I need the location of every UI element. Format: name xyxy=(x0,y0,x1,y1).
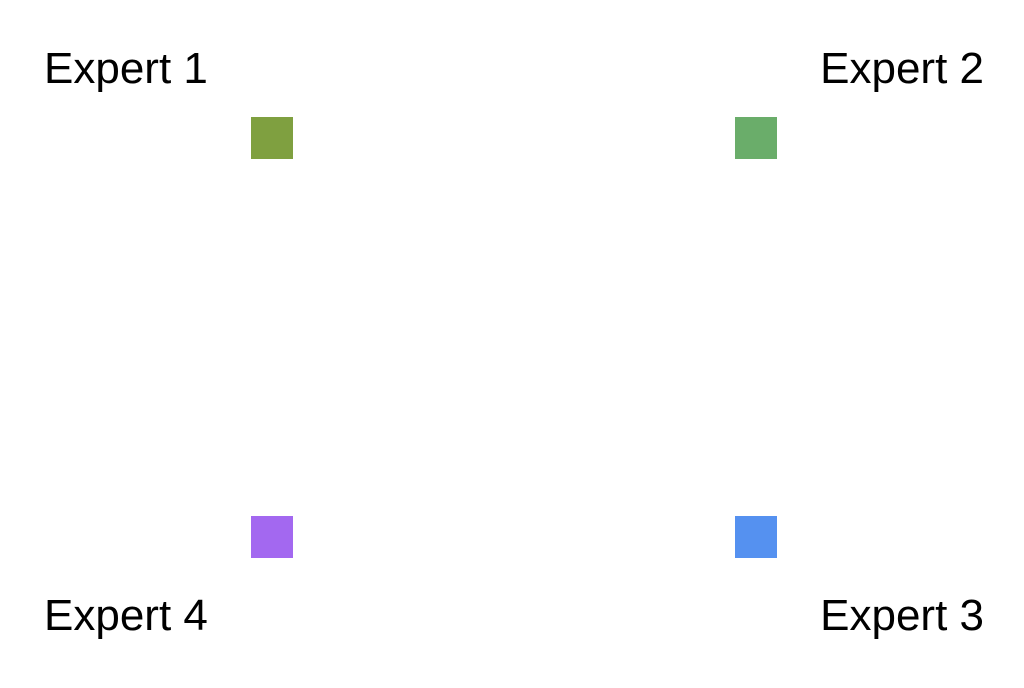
expert-3-marker xyxy=(735,516,777,558)
expert-4-label: Expert 4 xyxy=(44,591,208,640)
expert-4-marker xyxy=(251,516,293,558)
expert-1-marker xyxy=(251,117,293,159)
expert-2-label: Expert 2 xyxy=(820,44,984,93)
expert-3-label: Expert 3 xyxy=(820,591,984,640)
expert-1-label: Expert 1 xyxy=(44,44,208,93)
expert-2-marker xyxy=(735,117,777,159)
